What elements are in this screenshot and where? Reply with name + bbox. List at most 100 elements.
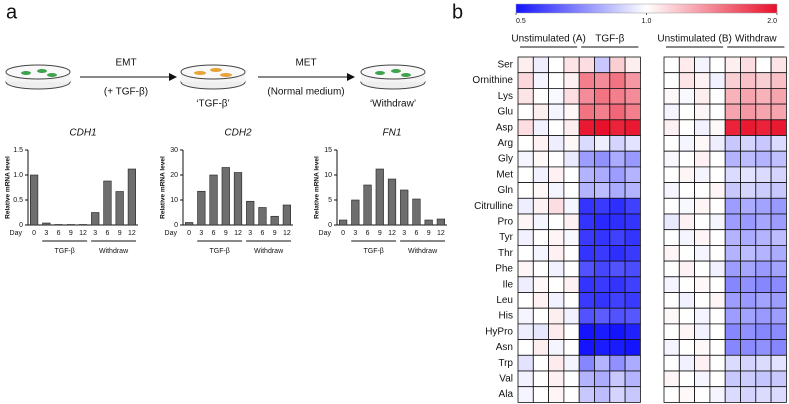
- x-tick-label: 3: [93, 230, 97, 237]
- bar: [246, 200, 255, 226]
- y-tick-label: 20: [170, 172, 178, 179]
- heatmap-cell: [678, 307, 695, 325]
- heatmap-cell: [594, 354, 611, 372]
- heatmap-cell: [678, 135, 695, 152]
- bar: [221, 167, 230, 226]
- heatmap-cell: [517, 72, 534, 89]
- x-tick-label: 6: [105, 230, 109, 237]
- heatmap-cell: [709, 323, 726, 340]
- heatmap-cell: [740, 182, 757, 199]
- heatmap-cell: [770, 150, 787, 168]
- heatmap-cell: [594, 103, 611, 121]
- x-tick-label: 9: [118, 230, 122, 237]
- heatmap-cell: [663, 119, 680, 136]
- heatmap-cell: [694, 386, 711, 403]
- heatmap-cell: [532, 72, 549, 89]
- heatmap-cell: [624, 276, 641, 293]
- heatmap-cell: [678, 56, 695, 74]
- heatmap-cell: [678, 260, 695, 278]
- heatmap-cell: [609, 150, 626, 168]
- heatmap-cell: [609, 229, 626, 246]
- y-tick-label: 15: [324, 147, 332, 154]
- heatmap-cell: [663, 229, 680, 246]
- heatmap-cell: [578, 103, 595, 121]
- dish: [5, 64, 71, 90]
- heatmap-cell: [709, 119, 726, 136]
- heatmap-cell: [770, 182, 787, 199]
- heatmap-cell: [624, 88, 641, 105]
- heatmap-cell: [724, 166, 741, 183]
- heatmap-cell: [594, 135, 611, 152]
- heatmap-cell: [624, 119, 641, 136]
- heatmap-cell: [548, 370, 565, 388]
- heatmap-cell: [594, 150, 611, 168]
- x-axis-label: Day: [319, 230, 332, 237]
- heatmap-cell: [548, 197, 565, 215]
- bar: [282, 204, 291, 226]
- heatmap-cell: [548, 56, 565, 74]
- x-tick-label: 3: [248, 230, 252, 237]
- state-label: ‘TGF-β’: [196, 99, 230, 110]
- bar: [436, 218, 445, 226]
- chart-title: FN1: [383, 128, 402, 139]
- x-tick-label: 0: [187, 230, 191, 237]
- heatmap-cell: [709, 370, 726, 388]
- heatmap-cell: [578, 213, 595, 231]
- heatmap-cell: [663, 323, 680, 340]
- heatmap-cell: [548, 72, 565, 89]
- heatmap-cell: [563, 339, 580, 356]
- y-tick-label: 0.5: [13, 197, 23, 204]
- heatmap-cell: [563, 135, 580, 152]
- heatmap-cell: [740, 103, 757, 121]
- heatmap-cell: [594, 386, 611, 403]
- row-label: Asp: [496, 122, 514, 133]
- heatmap-cell: [532, 135, 549, 152]
- heatmap-cell: [532, 354, 549, 372]
- state-label: ‘Withdraw’: [370, 99, 416, 110]
- heatmap-cell: [678, 354, 695, 372]
- heatmap-cell: [594, 166, 611, 183]
- row-label: Ser: [497, 59, 513, 70]
- bar: [209, 174, 218, 226]
- x-tick-label: 0: [341, 230, 345, 237]
- heatmap-cell: [578, 370, 595, 388]
- y-axis-label: Relative mRNA level: [5, 156, 12, 219]
- heatmap-cell: [548, 354, 565, 372]
- x-tick-label: 6: [366, 230, 370, 237]
- heatmap-cell: [724, 197, 741, 215]
- heatmap-cell: [624, 386, 641, 403]
- heatmap-cell: [694, 354, 711, 372]
- heatmap-cell: [724, 323, 741, 340]
- bar: [258, 207, 267, 226]
- heatmap-cell: [694, 103, 711, 121]
- heatmap-cell: [770, 88, 787, 105]
- heatmap-cell: [578, 260, 595, 278]
- heatmap-cell: [624, 307, 641, 325]
- heatmap-cell: [624, 244, 641, 262]
- heatmap-cell: [517, 150, 534, 168]
- heatmap-cell: [724, 229, 741, 246]
- heatmap-cell: [770, 56, 787, 74]
- heatmap-cell: [624, 213, 641, 231]
- heatmap-cell: [663, 213, 680, 231]
- heatmap-cell: [755, 197, 772, 215]
- heatmap-cell: [724, 135, 741, 152]
- row-label: Asn: [496, 342, 513, 353]
- heatmap-cell: [740, 370, 757, 388]
- x-tick-label: 12: [437, 230, 445, 237]
- heatmap-cell: [663, 370, 680, 388]
- heatmap-cell: [678, 323, 695, 340]
- heatmap-cell: [563, 150, 580, 168]
- heatmap-cell: [578, 166, 595, 183]
- heatmap-cell: [755, 276, 772, 293]
- heatmap-cell: [517, 276, 534, 293]
- heatmap-cell: [709, 182, 726, 199]
- heatmap-cell: [609, 386, 626, 403]
- heatmap-cell: [678, 150, 695, 168]
- bar: [375, 168, 384, 226]
- row-label: Citrulline: [474, 201, 513, 212]
- heatmap-cell: [624, 323, 641, 340]
- heatmap-cell: [724, 292, 741, 309]
- heatmap-cell: [578, 56, 595, 74]
- heatmap-cell: [740, 135, 757, 152]
